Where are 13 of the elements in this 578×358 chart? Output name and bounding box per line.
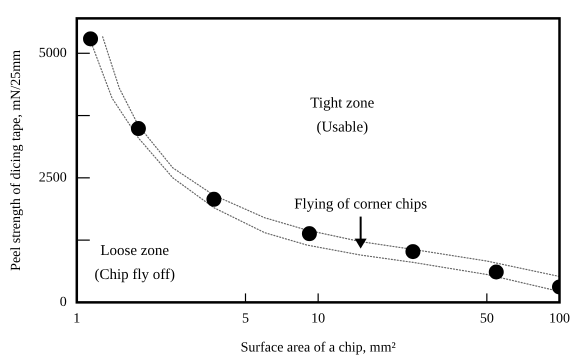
y-tick-label: 0	[60, 295, 67, 310]
x-tick-label: 1	[73, 311, 80, 326]
x-tick-label: 50	[480, 311, 494, 326]
y-axis-title: Peel strength of dicing tape, mN/25mm	[9, 50, 24, 271]
x-axis-title: Surface area of a chip, mm²	[240, 340, 396, 356]
annotation: Flying of corner chips	[294, 196, 428, 213]
annotation: Tight zone (Usable)	[310, 96, 375, 136]
annotation: Loose zone (Chip fly off)	[94, 243, 175, 284]
y-tick-label: 2500	[38, 170, 67, 186]
y-tick-label: 5000	[38, 46, 67, 61]
x-tick-label: 5	[242, 311, 249, 326]
x-tick-label: 10	[311, 311, 326, 326]
x-tick-label: 100	[549, 311, 570, 326]
